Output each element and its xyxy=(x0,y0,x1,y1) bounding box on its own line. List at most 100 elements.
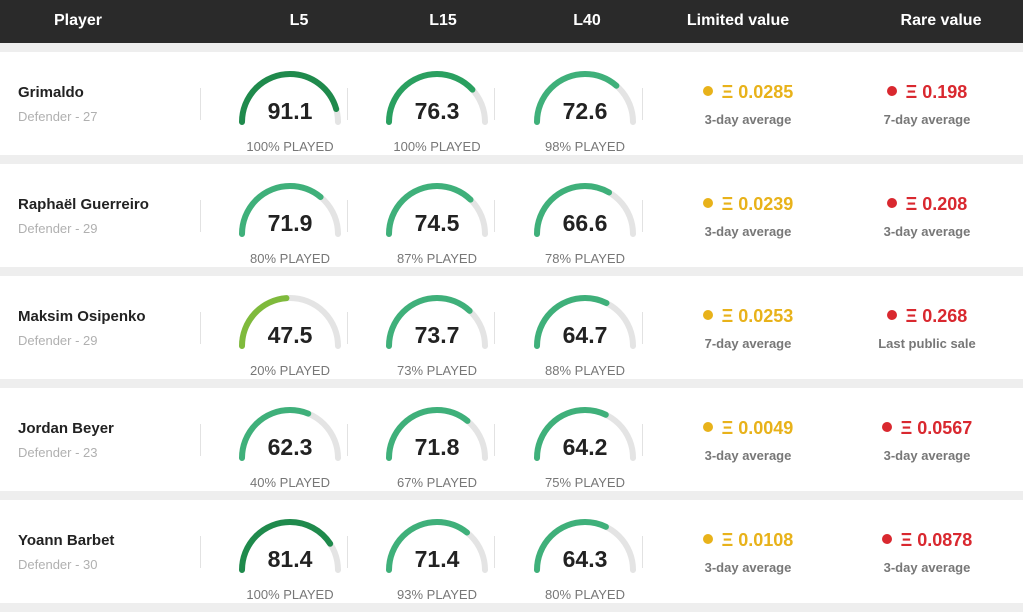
score-gauge: 64.3 80% PLAYED xyxy=(525,510,645,602)
rare-amount: Ξ 0.0567 xyxy=(900,418,973,438)
player-info[interactable]: Grimaldo Defender - 27 xyxy=(18,84,98,124)
gauge-played: 88% PLAYED xyxy=(545,363,625,378)
rare-caption: 3-day average xyxy=(883,448,971,463)
limited-value[interactable]: Ξ 0.0253 7-day average xyxy=(673,306,823,351)
score-gauge: 64.2 75% PLAYED xyxy=(525,398,645,490)
limited-amount: Ξ 0.0285 xyxy=(721,82,794,102)
score-gauge: 62.3 40% PLAYED xyxy=(230,398,350,490)
gauge-fill xyxy=(386,519,488,573)
header-player[interactable]: Player xyxy=(53,12,103,29)
gauge-arc xyxy=(239,407,341,461)
limited-amount: Ξ 0.0239 xyxy=(721,194,794,214)
player-row[interactable]: Raphaël Guerreiro Defender - 29 71.9 80% PL… xyxy=(0,164,1023,267)
gauge-played: 78% PLAYED xyxy=(545,251,625,266)
column-divider xyxy=(642,424,643,456)
gauge-arc xyxy=(534,407,636,461)
player-name[interactable]: Grimaldo xyxy=(18,84,84,101)
score-gauge: 91.1 100% PLAYED xyxy=(230,62,350,154)
gauge-fill xyxy=(534,519,636,573)
header-l5[interactable]: L5 xyxy=(289,12,309,29)
player-position-age: Defender - 30 xyxy=(18,557,98,572)
gauge-arc xyxy=(239,183,341,237)
limited-value[interactable]: Ξ 0.0239 3-day average xyxy=(673,194,823,239)
gauge-score: 72.6 xyxy=(562,98,608,124)
column-divider xyxy=(200,312,201,344)
rare-value[interactable]: Ξ 0.208 3-day average xyxy=(852,194,1002,239)
player-info[interactable]: Jordan Beyer Defender - 23 xyxy=(18,420,114,460)
score-gauge: 47.5 20% PLAYED xyxy=(230,286,350,378)
column-divider xyxy=(494,536,495,568)
rare-value[interactable]: Ξ 0.0878 3-day average xyxy=(852,530,1002,575)
column-divider xyxy=(642,88,643,120)
gauge-fill xyxy=(239,183,341,237)
limited-dot-icon xyxy=(702,86,713,96)
rare-value[interactable]: Ξ 0.0567 3-day average xyxy=(852,418,1002,463)
rare-amount: Ξ 0.268 xyxy=(905,306,968,326)
gauge-arc xyxy=(534,295,636,349)
score-gauge: 73.7 73% PLAYED xyxy=(377,286,497,378)
score-gauge: 74.5 87% PLAYED xyxy=(377,174,497,266)
limited-value[interactable]: Ξ 0.0108 3-day average xyxy=(673,530,823,575)
gauge-played: 80% PLAYED xyxy=(545,587,625,602)
player-name[interactable]: Jordan Beyer xyxy=(18,420,114,437)
gauge-played: 100% PLAYED xyxy=(393,139,481,154)
player-info[interactable]: Yoann Barbet Defender - 30 xyxy=(18,532,114,572)
column-divider xyxy=(200,536,201,568)
player-info[interactable]: Maksim Osipenko Defender - 29 xyxy=(18,308,146,348)
gauge-score: 64.3 xyxy=(562,546,608,572)
gauge-fill xyxy=(239,71,341,125)
player-position-age: Defender - 27 xyxy=(18,109,98,124)
player-name[interactable]: Raphaël Guerreiro xyxy=(18,196,149,213)
column-divider xyxy=(347,536,348,568)
gauge-arc xyxy=(534,71,636,125)
gauge-played: 20% PLAYED xyxy=(250,363,330,378)
header-l40[interactable]: L40 xyxy=(573,12,601,29)
gauge-score: 71.8 xyxy=(414,434,460,460)
gauge-score: 66.6 xyxy=(562,210,608,236)
gauge-score: 64.2 xyxy=(562,434,608,460)
header-rare-value[interactable]: Rare value xyxy=(900,12,982,29)
gauge-played: 67% PLAYED xyxy=(397,475,477,490)
player-row[interactable]: Maksim Osipenko Defender - 29 47.5 20% PLAY… xyxy=(0,276,1023,379)
gauge-score: 71.9 xyxy=(267,210,313,236)
player-name[interactable]: Yoann Barbet xyxy=(18,532,115,549)
rare-caption: 3-day average xyxy=(883,224,971,239)
gauge-fill xyxy=(386,407,488,461)
gauge-played: 75% PLAYED xyxy=(545,475,625,490)
gauge-score: 62.3 xyxy=(267,434,313,460)
gauge-played: 98% PLAYED xyxy=(545,139,625,154)
player-list: Grimaldo Defender - 27 91.1 100% PLAYED 76.3… xyxy=(0,52,1023,612)
gauge-played: 87% PLAYED xyxy=(397,251,477,266)
player-info[interactable]: Raphaël Guerreiro Defender - 29 xyxy=(18,196,149,236)
limited-dot-icon xyxy=(702,534,713,544)
limited-amount: Ξ 0.0253 xyxy=(721,306,794,326)
column-divider xyxy=(494,88,495,120)
limited-caption: 3-day average xyxy=(704,560,792,575)
rare-caption: 3-day average xyxy=(883,560,971,575)
gauge-fill xyxy=(386,71,488,125)
player-name[interactable]: Maksim Osipenko xyxy=(18,308,146,325)
player-row[interactable]: Yoann Barbet Defender - 30 81.4 100% PLAYED… xyxy=(0,500,1023,603)
rare-value[interactable]: Ξ 0.198 7-day average xyxy=(852,82,1002,127)
table-header: Player L5 L15 L40 Limited value Rare val… xyxy=(0,0,1023,43)
player-row[interactable]: Grimaldo Defender - 27 91.1 100% PLAYED 76.3… xyxy=(0,52,1023,155)
limited-caption: 3-day average xyxy=(704,224,792,239)
gauge-played: 93% PLAYED xyxy=(397,587,477,602)
score-gauge: 72.6 98% PLAYED xyxy=(525,62,645,154)
limited-value[interactable]: Ξ 0.0049 3-day average xyxy=(673,418,823,463)
score-gauge: 76.3 100% PLAYED xyxy=(377,62,497,154)
player-row[interactable]: Jordan Beyer Defender - 23 62.3 40% PLAYED 7… xyxy=(0,388,1023,491)
gauge-arc xyxy=(239,519,341,573)
header-l15[interactable]: L15 xyxy=(429,12,457,29)
gauge-played: 100% PLAYED xyxy=(246,587,334,602)
gauge-arc xyxy=(386,295,488,349)
column-divider xyxy=(347,200,348,232)
column-divider xyxy=(200,200,201,232)
rare-dot-icon xyxy=(886,86,897,96)
rare-value[interactable]: Ξ 0.268 Last public sale xyxy=(852,306,1002,351)
gauge-fill xyxy=(386,183,488,237)
limited-value[interactable]: Ξ 0.0285 3-day average xyxy=(673,82,823,127)
gauge-arc xyxy=(386,183,488,237)
header-limited-value[interactable]: Limited value xyxy=(686,12,790,29)
column-divider xyxy=(494,312,495,344)
